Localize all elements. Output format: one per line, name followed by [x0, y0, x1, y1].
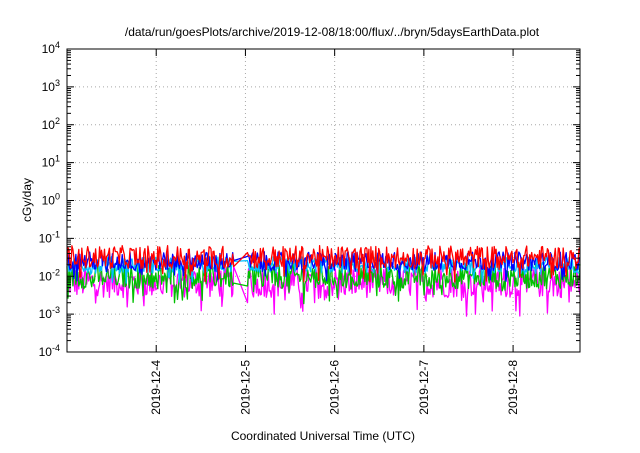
series-line — [66, 265, 581, 317]
y-tick-exponent: 4 — [55, 40, 60, 50]
y-tick-label: 100 — [42, 192, 60, 208]
y-tick-label: 10-3 — [39, 305, 60, 321]
y-tick-exponent: 0 — [55, 192, 60, 202]
plot-series — [66, 245, 581, 317]
series-line — [66, 245, 581, 283]
x-tick-label: 2019-12-5 — [238, 360, 252, 415]
y-tick-exponent: 1 — [55, 154, 60, 164]
grid — [67, 49, 580, 352]
y-tick-exponent: 3 — [55, 78, 60, 88]
y-tick-label: 10-1 — [39, 229, 60, 245]
y-tick-label: 103 — [42, 78, 60, 94]
y-tick-exponent: -3 — [52, 305, 60, 315]
x-tick-label: 2019-12-4 — [149, 360, 163, 415]
series-line — [66, 263, 581, 305]
y-axis-label: cGy/day — [20, 178, 34, 222]
axis-ticks: 10-410-310-210-11001011021031042019-12-4… — [39, 40, 580, 415]
y-tick-exponent: 2 — [55, 116, 60, 126]
y-tick-label: 10-2 — [39, 267, 60, 283]
y-tick-exponent: -2 — [52, 267, 60, 277]
y-tick-label: 10-4 — [39, 343, 60, 359]
y-tick-exponent: -1 — [52, 229, 60, 239]
y-tick-label: 104 — [42, 40, 60, 56]
chart-title: /data/run/goesPlots/archive/2019-12-08/1… — [125, 25, 540, 39]
x-tick-label: 2019-12-7 — [417, 360, 431, 415]
x-tick-label: 2019-12-6 — [328, 360, 342, 415]
y-tick-label: 102 — [42, 116, 60, 132]
x-axis-label: Coordinated Universal Time (UTC) — [231, 429, 415, 443]
x-tick-label: 2019-12-8 — [506, 360, 520, 415]
y-tick-exponent: -4 — [52, 343, 60, 353]
y-tick-label: 101 — [42, 154, 60, 170]
